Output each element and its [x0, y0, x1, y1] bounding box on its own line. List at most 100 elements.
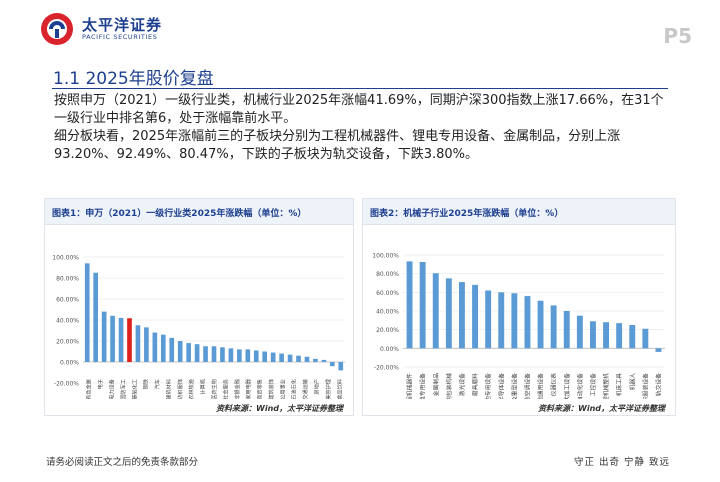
chart1-bar: [270, 352, 276, 362]
chart2-ytick-label: 60.00%: [376, 290, 399, 297]
chart1-bar: [287, 354, 293, 362]
chart1-bar: [160, 334, 166, 362]
chart1-bar: [194, 344, 200, 362]
chart2-category-label: 激光设备: [458, 373, 466, 396]
company-name-cn: 太平洋证券: [82, 16, 163, 34]
chart2-ytick-label: -20.00%: [374, 365, 399, 372]
chart1-category-label: 电子: [96, 379, 104, 389]
chart2-ytick-label: 20.00%: [376, 327, 399, 334]
figure-1-header: 图表1：申万（2021）一级行业类2025年涨跌幅（单位：%）: [45, 199, 353, 225]
chart2-ytick-label: 80.00%: [376, 271, 399, 278]
chart2-category-label: 制冷空调设备: [523, 373, 531, 399]
chart1-category-label: 农林牧渔: [187, 379, 195, 399]
chart1-bar: [253, 350, 259, 362]
paragraph-sub-sector-performance: 细分板块看，2025年涨幅前三的子板块分别为工程机械器件、锂电专用设备、金属制品…: [54, 129, 621, 162]
company-logo: 太平洋证券 PACIFIC SECURITIES: [40, 12, 190, 46]
chart2-bar: [419, 262, 426, 349]
chart1-category-label: 社会服务: [221, 379, 229, 399]
chart1-category-label: 非银金融: [233, 379, 241, 399]
figure-1-title: 图表1：申万（2021）一级行业类2025年涨跌幅（单位：%）: [52, 209, 307, 219]
chart1-category-label: 钢铁: [142, 379, 150, 389]
chart1-bar: [296, 355, 301, 362]
chart1-bar: [220, 347, 225, 362]
chart1-ytick-label: 60.00%: [56, 297, 79, 304]
chart2-category-label: 其他自动化设备: [576, 373, 584, 399]
page-number: P5: [663, 24, 692, 48]
chart2-category-label: 光伏加工设备: [563, 373, 571, 399]
chart2-category-label: 印刷包装机械: [445, 373, 453, 399]
chart1-bar: [329, 362, 335, 367]
chart2-category-label: 其他通用设备: [537, 373, 545, 399]
chart2-bar: [459, 282, 465, 349]
chart2-bar: [563, 311, 570, 349]
chart1-category-label: 计算机: [199, 378, 207, 394]
figure-2-source: 资料来源：Wind，太平洋证券整理: [538, 404, 665, 413]
chart2-category-label: 纺织服装设备: [641, 373, 649, 399]
chart2-category-label: 轨交设备: [654, 373, 662, 396]
chart2-bar: [511, 293, 518, 349]
chart2-category-label: 磨具磨料: [471, 373, 479, 396]
chart1-ytick-label: 40.00%: [56, 318, 79, 325]
chart2-category-label: 机器人: [628, 373, 636, 391]
chart1-ytick-label: 100.00%: [52, 255, 79, 262]
footer-disclaimer: 请务必阅读正文之后的免责条款部分: [46, 457, 199, 468]
figure-2-bar-chart: 100.00% 80.00% 60.00% 40.00% 20.00% 0.00% -20.…: [372, 253, 665, 399]
chart2-category-label: 其他专用设备: [484, 373, 492, 399]
chart1-category-label: 建筑材料: [164, 379, 172, 399]
chart1-ytick-label: -20.00%: [54, 381, 79, 388]
chart1-category-label: 商贸零售: [256, 379, 264, 399]
figure-2-panel: 图表2：机械子行业2025年涨跌幅（单位：%） 100.00% 80.00% 60.…: [362, 198, 676, 416]
chart2-bar: [629, 325, 636, 349]
chart2-category-label: 工程机械器件: [406, 373, 414, 399]
figure-2-header: 图表2：机械子行业2025年涨跌幅（单位：%）: [363, 199, 675, 225]
chart1-bar: [110, 315, 115, 362]
chart1-bar: [186, 343, 191, 362]
section-title: 1.1 2025年股价复盘: [53, 69, 214, 89]
chart2-bar: [432, 273, 439, 349]
chart1-ytick-label: 0.00%: [60, 360, 79, 367]
chart2-ytick-label: 40.00%: [376, 309, 399, 316]
chart2-bar: [576, 315, 583, 349]
figure-1-source: 资料来源：Wind，太平洋证券整理: [216, 404, 343, 413]
chart1-bar: [144, 327, 149, 362]
chart1-category-label: 有色金属: [85, 379, 93, 399]
chart1-bar: [279, 353, 284, 362]
chart1-category-label: 房地产: [313, 379, 321, 395]
chart2-bar: [406, 261, 413, 349]
chart1-bar: [135, 325, 141, 362]
chart1-bar: [169, 337, 175, 362]
chart1-bar: [245, 349, 251, 362]
chart2-category-label: 金属制品: [432, 373, 440, 396]
chart1-category-label: 纺织服饰: [176, 379, 184, 399]
chart1-bar: [304, 356, 310, 362]
chart1-bar: [177, 341, 183, 362]
chart2-bar: [655, 348, 662, 352]
chart2-ytick-label: 100.00%: [372, 253, 399, 260]
chart1-category-label: 电力设备: [107, 378, 115, 399]
chart2-bar: [590, 321, 596, 349]
chart2-category-label: 仪器仪表: [550, 373, 558, 396]
chart1-category-label: 石油石化: [290, 379, 298, 399]
chart1-bar: [228, 348, 234, 362]
chart1-ytick-label: 80.00%: [56, 276, 79, 283]
chart2-bar: [472, 284, 478, 349]
chart2-bar: [524, 296, 531, 349]
chart2-bar: [616, 323, 623, 349]
pacific-securities-logo-icon: [41, 13, 73, 45]
figure-1-panel: 图表1：申万（2021）一级行业类2025年涨跌幅（单位：%） 100.00% 8…: [44, 198, 354, 416]
chart2-category-label: 工控设备: [589, 373, 597, 396]
chart1-bar: [84, 263, 90, 362]
chart1-bar: [237, 349, 242, 362]
chart1-bar: [118, 317, 124, 362]
chart1-bar: [338, 362, 344, 371]
chart2-bar: [603, 322, 609, 349]
chart1-category-label: 家用电器: [244, 378, 252, 399]
title-divider: [52, 88, 668, 89]
chart1-category-label: 医药生物: [210, 379, 218, 399]
chart2-bar: [485, 290, 492, 349]
chart2-category-label: 机床工具: [615, 373, 623, 396]
chart1-category-label: 国防军工: [119, 379, 127, 399]
chart2-category-label: 工程机械整机: [602, 373, 610, 399]
company-name-en: PACIFIC SECURITIES: [82, 33, 158, 41]
paragraph-industry-performance: 按照申万（2021）一级行业类，机械行业2025年涨幅41.69%，同期沪深30…: [54, 93, 664, 126]
